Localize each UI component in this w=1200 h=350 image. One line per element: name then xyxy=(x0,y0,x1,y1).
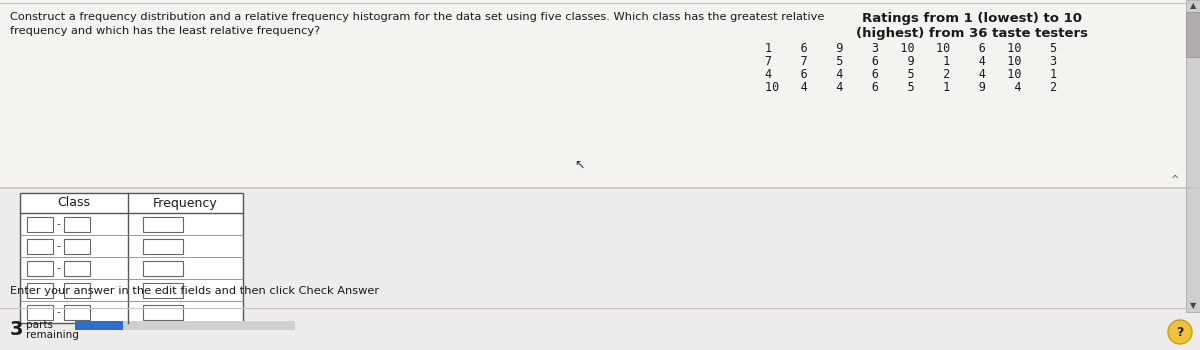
Text: Ratings from 1 (lowest) to 10: Ratings from 1 (lowest) to 10 xyxy=(863,12,1082,25)
Text: 3: 3 xyxy=(10,320,24,339)
Bar xyxy=(28,238,53,253)
Bar xyxy=(143,260,182,275)
Text: Frequency: Frequency xyxy=(154,196,218,210)
Bar xyxy=(0,188,1200,312)
Text: 10   4    4    6    5    1    9    4    2: 10 4 4 6 5 1 9 4 2 xyxy=(766,81,1057,94)
Bar xyxy=(143,304,182,320)
Bar xyxy=(28,282,53,298)
Bar xyxy=(64,282,90,298)
Bar xyxy=(64,260,90,275)
Text: Construct a frequency distribution and a relative frequency histogram for the da: Construct a frequency distribution and a… xyxy=(10,12,824,22)
Bar xyxy=(143,282,182,298)
Text: Enter your answer in the edit fields and then click Check Answer: Enter your answer in the edit fields and… xyxy=(10,286,379,296)
Bar xyxy=(28,304,53,320)
Bar xyxy=(143,238,182,253)
Text: ?: ? xyxy=(1176,326,1183,338)
Bar xyxy=(20,193,242,323)
Text: -: - xyxy=(56,241,60,251)
Bar xyxy=(28,217,53,231)
Text: ▲: ▲ xyxy=(1189,1,1196,10)
Text: ↖: ↖ xyxy=(575,159,586,172)
Text: -: - xyxy=(56,307,60,317)
Bar xyxy=(0,0,1200,188)
Text: Class: Class xyxy=(58,196,90,210)
Bar xyxy=(74,321,295,330)
Text: 7    7    5    6    9    1    4   10    3: 7 7 5 6 9 1 4 10 3 xyxy=(766,55,1057,68)
Text: 1    6    9    3   10   10    6   10    5: 1 6 9 3 10 10 6 10 5 xyxy=(766,42,1057,55)
Bar xyxy=(64,304,90,320)
Text: -: - xyxy=(56,285,60,295)
Bar xyxy=(74,321,124,330)
Circle shape xyxy=(1168,320,1192,344)
Text: (highest) from 36 taste testers: (highest) from 36 taste testers xyxy=(857,27,1088,40)
Text: parts: parts xyxy=(26,320,53,330)
Text: 4    6    4    6    5    2    4   10    1: 4 6 4 6 5 2 4 10 1 xyxy=(766,68,1057,81)
Bar xyxy=(143,217,182,231)
Text: frequency and which has the least relative frequency?: frequency and which has the least relati… xyxy=(10,26,320,36)
Text: ^: ^ xyxy=(1171,175,1180,185)
Bar xyxy=(1186,12,1200,57)
Text: ▼: ▼ xyxy=(1189,301,1196,310)
Bar xyxy=(1186,0,1200,312)
Bar xyxy=(64,217,90,231)
Bar xyxy=(28,260,53,275)
Text: remaining: remaining xyxy=(26,330,79,340)
Text: -: - xyxy=(56,263,60,273)
Text: -: - xyxy=(56,219,60,229)
Bar xyxy=(64,238,90,253)
